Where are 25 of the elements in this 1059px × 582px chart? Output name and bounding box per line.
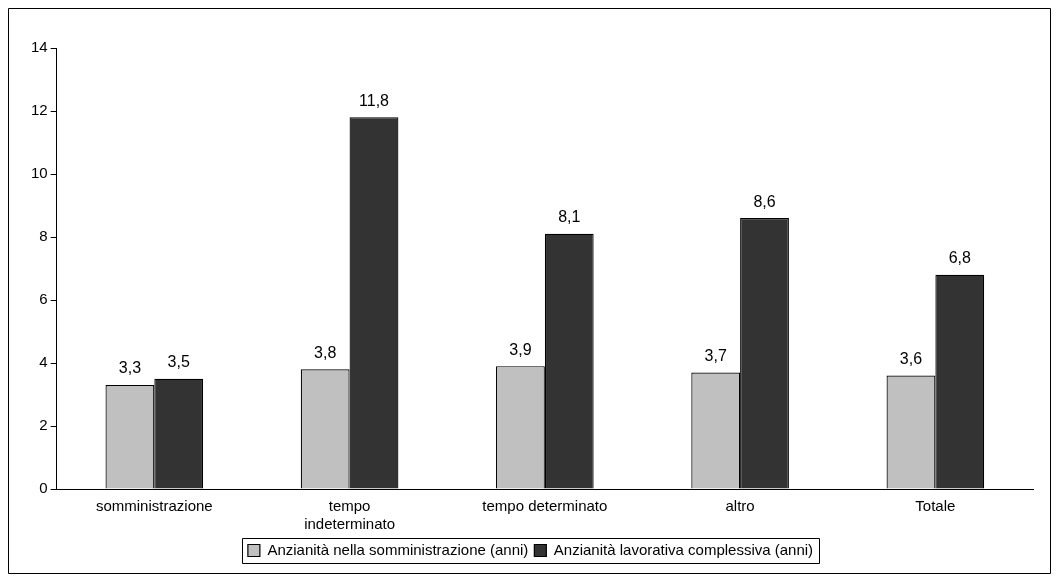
x-tick-label: altro [725, 497, 755, 515]
y-tick-label: 12 [31, 101, 48, 119]
data-label: 11,8 [359, 91, 390, 109]
x-tick-label: tempo indeterminato [304, 497, 396, 533]
x-tick-label: Totale [915, 497, 956, 515]
data-label: 6,8 [948, 249, 971, 267]
data-label: 3,7 [704, 346, 727, 364]
data-label: 3,6 [899, 350, 923, 368]
y-tick-label: 0 [39, 479, 48, 497]
y-tick-label: 14 [31, 38, 48, 56]
y-tick-label: 4 [39, 353, 48, 371]
y-tick-label: 8 [39, 227, 48, 245]
legend-label: Anzianità nella somministrazione (anni) [267, 540, 529, 558]
data-label: 3,5 [167, 353, 190, 371]
data-label: 3,8 [314, 343, 337, 361]
y-tick-label: 2 [39, 416, 48, 434]
x-tick-label: tempo determinato [482, 497, 608, 515]
data-label: 3,9 [509, 340, 532, 358]
y-tick-label: 10 [31, 164, 48, 182]
data-label: 8,6 [753, 192, 776, 210]
x-tick-label: somministrazione [95, 497, 213, 515]
legend-label: Anzianità lavorativa complessiva (anni) [553, 540, 814, 558]
data-label: 8,1 [558, 208, 581, 226]
y-tick-label: 6 [39, 290, 48, 308]
data-label: 3,3 [118, 359, 142, 377]
